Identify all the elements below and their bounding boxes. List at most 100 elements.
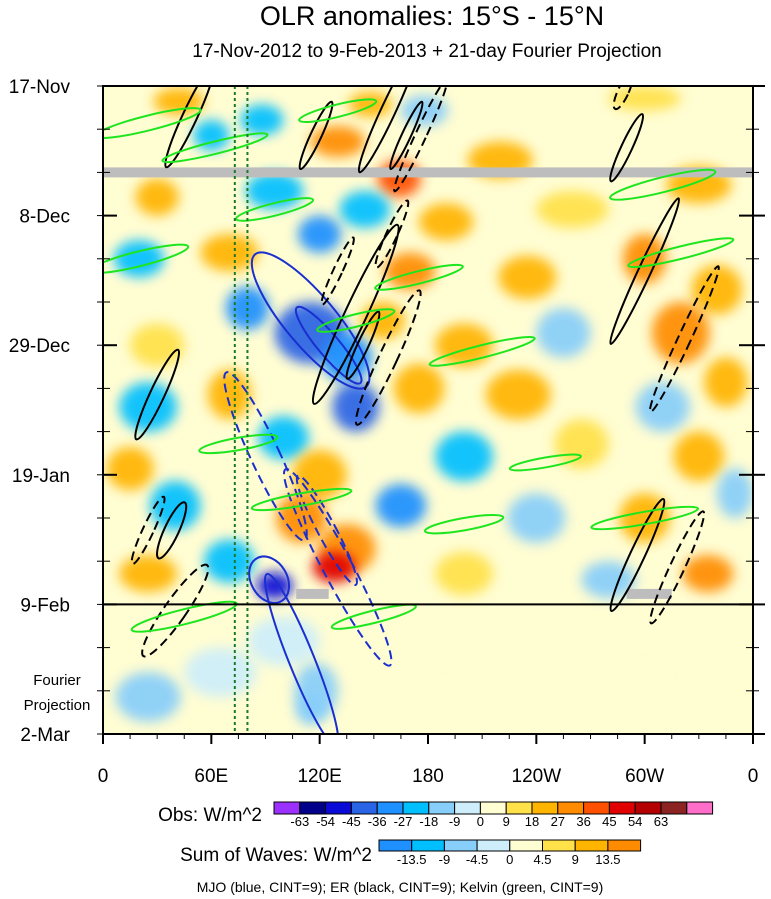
obs-colorbar-tick-3: -36: [368, 814, 387, 829]
er-contour-11: [389, 100, 424, 170]
y-tick-label-4: 9-Feb: [20, 595, 70, 616]
anomaly-cell-19: [498, 255, 557, 299]
obs-colorbar-tick-11: 36: [576, 814, 590, 829]
er-contour-18: [320, 236, 355, 306]
anomaly-cell-41: [106, 447, 154, 491]
er-contour-24: [612, 86, 634, 111]
chart-subtitle: 17-Nov-2012 to 9-Feb-2013 + 21-day Fouri…: [192, 41, 661, 62]
x-tick-label-5: 60W: [625, 766, 664, 787]
obs-colorbar-tick-14: 63: [654, 814, 668, 829]
obs-colorbar-tick-9: 18: [525, 814, 539, 829]
waves-colorbar-tick-5: 9: [572, 852, 579, 867]
anomaly-cell-46: [507, 493, 566, 543]
mjo-contour-3: [264, 572, 340, 734]
er-contour-15: [393, 86, 449, 193]
x-tick-label-0: 0: [98, 766, 109, 787]
kelvin-contour-38: [423, 513, 505, 535]
anomaly-cell-13: [418, 203, 474, 241]
waves-colorbar-tick-4: 4.5: [533, 852, 551, 867]
obs-colorbar-box-15: [660, 801, 688, 815]
obs-colorbar: Obs: W/m^2 -63 -54 -45 -36 -27 -18 -9 0 9 18 27 36 4…: [158, 801, 714, 829]
anomaly-cell-28: [651, 302, 710, 364]
contour-footnote: MJO (blue, CINT=9); ER (black, CINT=9); …: [197, 879, 604, 895]
anomaly-cell-12: [298, 215, 342, 253]
fourier-projection-label-line2: Projection: [24, 697, 91, 714]
x-tick-label-1: 60E: [194, 766, 228, 787]
missing-data-band-0: [103, 167, 753, 178]
mjo-contour-1: [294, 305, 363, 385]
anomaly-cell-16: [113, 240, 165, 278]
obs-colorbar-box-4: [376, 801, 404, 815]
waves-colorbar-tick-1: -9: [439, 852, 451, 867]
y-axis: 17-Nov 8-Dec 29-Dec 19-Jan 9-Feb 2-Mar: [9, 77, 765, 746]
anomaly-cell-10: [135, 178, 179, 216]
kelvin-contour-28: [161, 132, 269, 164]
y-tick-label-2: 29-Dec: [9, 336, 70, 357]
x-axis: 0 60E 120E 180 120W 60W 0: [98, 734, 759, 787]
obs-colorbar-box-0: [273, 801, 301, 815]
anomaly-cell-1: [240, 104, 284, 136]
anomaly-cell-29: [130, 323, 185, 367]
obs-colorbar-tick-8: 9: [503, 814, 510, 829]
obs-colorbar-tick-4: -27: [394, 814, 413, 829]
waves-colorbar-box-7: [607, 839, 642, 852]
kelvin-contour-43: [198, 433, 279, 455]
anomaly-cell-39: [554, 419, 609, 469]
waves-colorbar-box-2: [443, 839, 478, 852]
anomaly-field: [106, 86, 753, 725]
fourier-projection-label-line1: Fourier: [33, 672, 81, 689]
anomaly-cell-31: [207, 369, 252, 420]
er-contour-20: [130, 495, 166, 565]
er-contour-26: [649, 510, 706, 625]
obs-colorbar-tick-12: 45: [602, 814, 616, 829]
obs-colorbar-tick-2: -45: [342, 814, 361, 829]
kelvin-contour-29: [103, 243, 190, 274]
anomaly-cell-36: [704, 357, 748, 407]
kelvin-contour-32: [428, 335, 536, 367]
anomaly-cell-33: [393, 363, 445, 414]
anomaly-cell-21: [691, 264, 743, 315]
obs-colorbar-tick-13: 54: [628, 814, 642, 829]
obs-colorbar-box-9: [505, 801, 533, 815]
waves-colorbar-box-3: [476, 839, 511, 852]
missing-data-band-2: [626, 588, 672, 599]
anomaly-cell-4: [608, 86, 681, 111]
anomaly-cell-45: [375, 484, 427, 528]
waves-colorbar-tick-0: -13.5: [397, 852, 427, 867]
er-contour-7: [134, 348, 181, 441]
kelvin-contour-34: [298, 98, 378, 124]
x-tick-label-6: 0: [748, 766, 759, 787]
kelvin-contour-35: [609, 168, 717, 201]
kelvin-contour-39: [590, 505, 700, 531]
anomaly-cell-7: [377, 160, 421, 198]
anomaly-cell-60: [184, 647, 257, 697]
obs-colorbar-tick-0: -63: [290, 814, 309, 829]
er-contour-21: [609, 197, 681, 345]
obs-colorbar-box-14: [634, 801, 662, 815]
anomaly-cell-52: [119, 555, 178, 593]
anomaly-cell-17: [200, 234, 259, 272]
mjo-contour-4: [223, 371, 308, 542]
waves-colorbar-label: Sum of Waves: W/m^2: [180, 845, 372, 866]
obs-colorbar-box-3: [350, 801, 378, 815]
anomaly-cell-35: [635, 382, 690, 432]
mjo-contour-5: [283, 468, 393, 667]
anomaly-cell-51: [204, 539, 255, 583]
missing-data-bands: [103, 167, 753, 599]
obs-colorbar-box-12: [583, 801, 610, 815]
obs-colorbar-box-5: [402, 801, 430, 815]
obs-colorbar-tick-1: -54: [316, 814, 335, 829]
anomaly-cell-5: [193, 119, 230, 151]
reference-lines: [233, 86, 249, 734]
obs-colorbar-box-7: [454, 801, 481, 815]
obs-colorbar-box-8: [479, 801, 507, 815]
anomaly-cell-6: [310, 126, 365, 157]
er-contour-12: [298, 100, 334, 171]
anomaly-cell-61: [115, 672, 181, 722]
anomaly-cell-20: [623, 234, 667, 284]
kelvin-contour-33: [316, 308, 396, 333]
waves-colorbar-tick-3: 0: [506, 852, 513, 867]
kelvin-contour-30: [234, 197, 315, 222]
x-tick-label-4: 120W: [512, 766, 562, 787]
er-contour-9: [164, 86, 216, 169]
